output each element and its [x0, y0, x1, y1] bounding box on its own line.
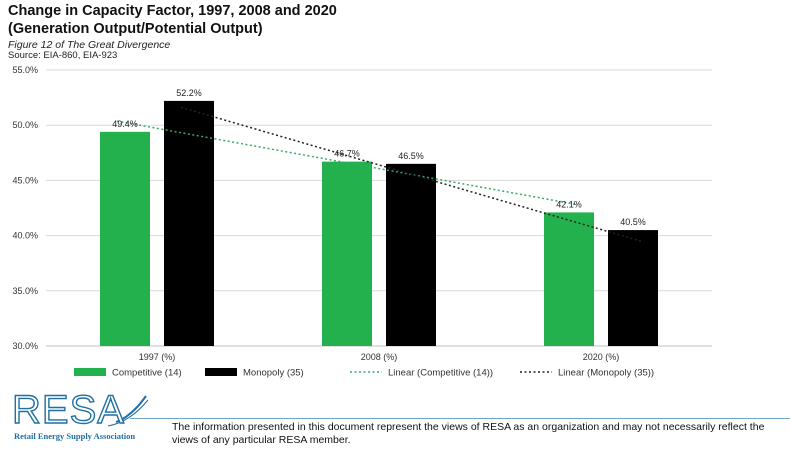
- data-label: 49.4%: [112, 119, 138, 129]
- bar-monopoly: [164, 100, 214, 346]
- y-axis-tick-labels: 30.0% 35.0% 40.0% 45.0% 50.0% 55.0%: [12, 65, 38, 351]
- data-label: 46.7%: [334, 149, 360, 159]
- data-labels: 49.4% 52.2% 46.7% 46.5% 42.1% 40.5%: [112, 88, 646, 227]
- y-tick-label: 50.0%: [12, 120, 38, 130]
- bars: [100, 100, 658, 346]
- resa-logo: RESA Retail Energy Supply Association: [8, 387, 158, 446]
- legend-item-trend-monopoly: Linear (Monopoly (35)): [520, 368, 654, 379]
- logo-swoosh-icon: [107, 395, 149, 427]
- legend-item-competitive: Competitive (14): [74, 368, 182, 379]
- capacity-factor-chart: 30.0% 35.0% 40.0% 45.0% 50.0% 55.0% 49.4% 52.2…: [12, 65, 712, 379]
- data-label: 42.1%: [556, 199, 582, 209]
- data-label: 40.5%: [620, 217, 646, 227]
- legend-swatch: [74, 368, 106, 376]
- x-tick-label: 2020 (%): [583, 352, 620, 362]
- x-tick-label: 2008 (%): [361, 352, 398, 362]
- trendlines: [116, 106, 642, 242]
- footer-divider: [130, 418, 790, 419]
- legend-swatch: [205, 368, 237, 376]
- legend-label: Linear (Monopoly (35)): [558, 368, 654, 379]
- y-tick-label: 40.0%: [12, 231, 38, 241]
- data-label: 52.2%: [176, 88, 202, 98]
- legend-label: Monopoly (35): [243, 368, 304, 379]
- x-tick-label: 1997 (%): [139, 352, 176, 362]
- legend-item-trend-competitive: Linear (Competitive (14)): [350, 368, 493, 379]
- chart-title-line-1: Change in Capacity Factor, 1997, 2008 an…: [8, 3, 337, 19]
- logo-wordmark: RESA: [11, 387, 125, 432]
- bar-monopoly: [386, 163, 436, 346]
- bar-competitive: [322, 161, 372, 346]
- legend: Competitive (14) Monopoly (35) Linear (Com…: [74, 368, 654, 379]
- chart-title: Change in Capacity Factor, 1997, 2008 an…: [8, 2, 568, 38]
- chart-title-line-2: (Generation Output/Potential Output): [8, 21, 263, 37]
- trendline-monopoly: [180, 106, 642, 242]
- y-tick-label: 45.0%: [12, 175, 38, 185]
- trendline-competitive: [116, 120, 578, 206]
- bar-monopoly: [608, 230, 658, 346]
- legend-item-monopoly: Monopoly (35): [205, 368, 304, 379]
- source-note: Source: EIA-860, EIA-923: [8, 50, 118, 61]
- bar-competitive: [544, 212, 594, 346]
- y-tick-label: 30.0%: [12, 341, 38, 351]
- y-tick-label: 35.0%: [12, 286, 38, 296]
- y-tick-label: 55.0%: [12, 65, 38, 75]
- logo-tagline: Retail Energy Supply Association: [14, 431, 136, 441]
- gridlines: [46, 69, 712, 347]
- figure-caption: Figure 12 of The Great Divergence: [8, 39, 171, 51]
- bar-competitive: [100, 131, 150, 346]
- x-axis-tick-labels: 1997 (%) 2008 (%) 2020 (%): [139, 352, 620, 362]
- disclaimer-text: The information presented in this docume…: [172, 421, 765, 446]
- legend-label: Competitive (14): [112, 368, 182, 379]
- legend-label: Linear (Competitive (14)): [388, 368, 493, 379]
- data-label: 46.5%: [398, 151, 424, 161]
